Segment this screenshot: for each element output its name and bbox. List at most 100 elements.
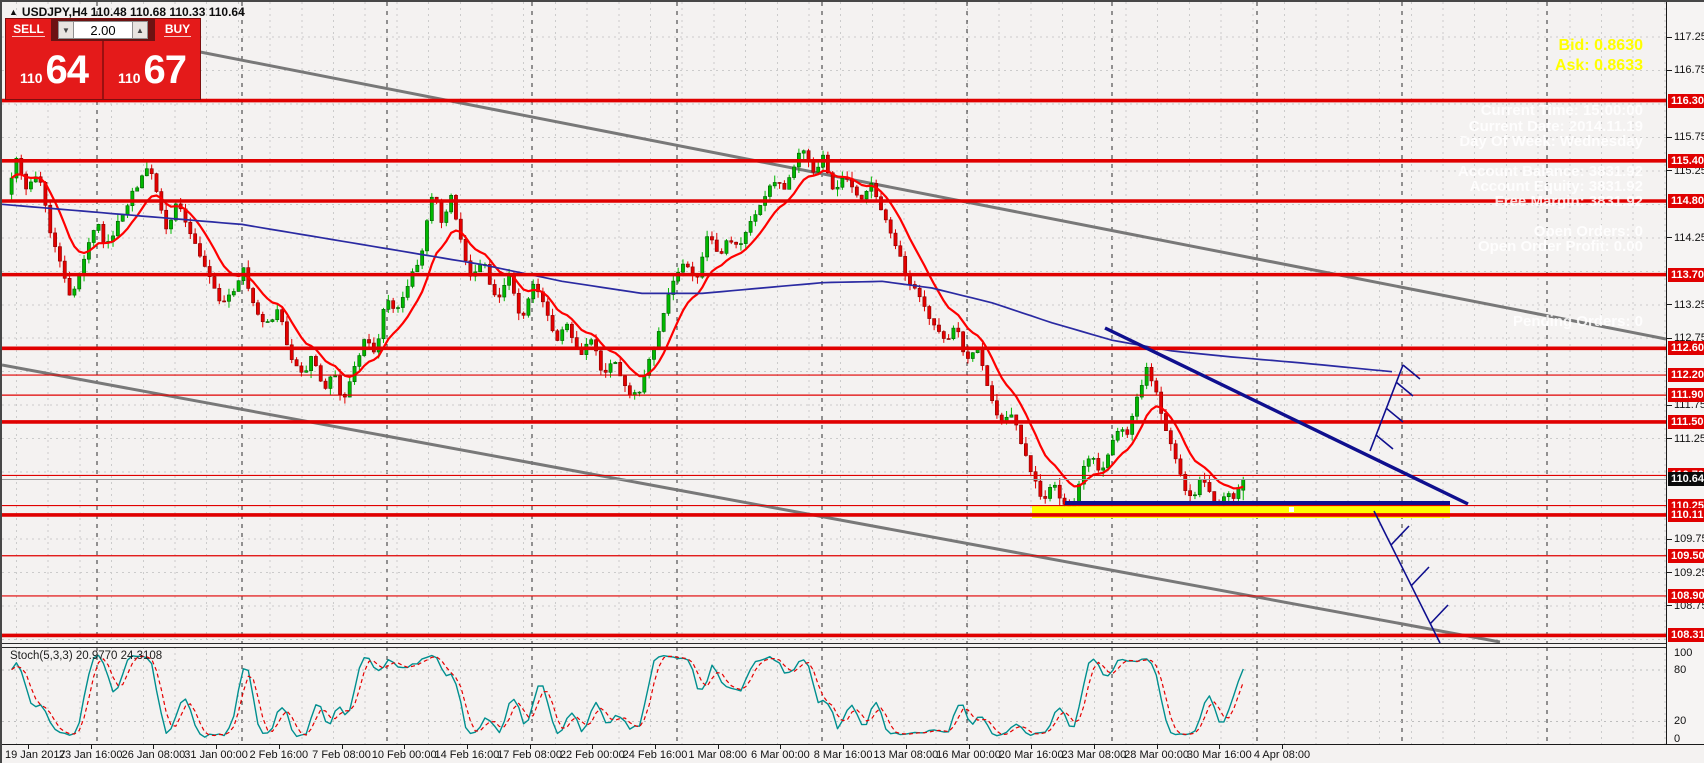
time-axis-label: 10 Feb 00:00 xyxy=(371,749,437,761)
current-price-badge: 110.64 xyxy=(1668,472,1704,487)
time-axis-label: 20 Mar 16:00 xyxy=(998,749,1064,761)
volume-input[interactable] xyxy=(74,21,132,39)
axis-tick xyxy=(1667,605,1672,607)
account-info-line: Account Equity: 3831.92 xyxy=(1469,178,1643,195)
grid-layer xyxy=(2,2,1666,643)
axis-tick xyxy=(1667,337,1672,339)
buy-quote[interactable]: 110 67 xyxy=(104,41,200,99)
time-axis-label: 28 Mar 00:00 xyxy=(1124,749,1190,761)
gray-trendlines xyxy=(2,48,1666,643)
time-axis-label: 13 Mar 08:00 xyxy=(873,749,939,761)
stochastic-label: Stoch(5,3,3) 20.9770 24.3108 xyxy=(10,650,163,662)
time-axis-tick xyxy=(529,745,531,749)
time-axis-tick xyxy=(1156,745,1158,749)
horizontal-levels xyxy=(2,98,1666,638)
axis-tick xyxy=(1667,572,1672,574)
chart-title: ▲ USDJPY,H4 110.48 110.68 110.33 110.64 xyxy=(9,5,245,19)
price-axis-label: 108.75 xyxy=(1674,599,1704,612)
price-axis-label: 112.75 xyxy=(1674,332,1704,345)
price-level-badge: 113.70 xyxy=(1668,267,1704,282)
account-info-line: Open Order Profit: 0.00 xyxy=(1477,238,1643,255)
price-level-badge: 112.20 xyxy=(1668,368,1704,383)
volume-increase-button[interactable]: ▲ xyxy=(132,21,148,39)
panel-separator-lower xyxy=(2,647,1666,648)
account-info-line: Current Time: 15:00:00 xyxy=(1480,102,1643,119)
account-info-line: Day Of Week: Wednesday xyxy=(1459,133,1643,150)
stochastic-indicator-canvas[interactable] xyxy=(2,647,1666,744)
buy-button[interactable]: BUY xyxy=(155,19,200,41)
time-axis-tick xyxy=(592,745,594,749)
time-axis-label: 31 Jan 00:00 xyxy=(184,749,248,761)
axis-tick xyxy=(1667,170,1672,172)
price-axis-label: 117.25 xyxy=(1674,31,1704,43)
price-level-badge: 112.60 xyxy=(1668,341,1704,356)
trade-panel-toolbar: SELL ▼ ▲ BUY xyxy=(6,19,200,41)
main-chart-canvas[interactable] xyxy=(2,2,1666,643)
time-axis-label: 16 Mar 00:00 xyxy=(936,749,1001,761)
axis-tick xyxy=(1667,36,1672,38)
time-axis-tick xyxy=(341,745,343,749)
price-axis-label: 111.75 xyxy=(1674,399,1704,412)
time-axis-label: 17 Feb 08:00 xyxy=(497,749,563,761)
sell-quote-figure: 110 xyxy=(19,70,43,86)
axis-tick xyxy=(1667,136,1672,138)
buy-button-label: BUY xyxy=(163,22,192,37)
time-axis-tick xyxy=(278,745,280,749)
price-axis-label: 109.25 xyxy=(1674,566,1704,579)
axis-tick xyxy=(1667,237,1672,239)
time-axis-label: 4 Apr 08:00 xyxy=(1253,749,1311,761)
moving-averages xyxy=(2,169,1393,490)
time-axis-label: 26 Jan 08:00 xyxy=(121,749,186,761)
sell-button-label: SELL xyxy=(12,22,45,37)
axis-tick xyxy=(1667,404,1672,406)
price-level-badge: 108.90 xyxy=(1668,588,1704,603)
time-axis-tick xyxy=(153,745,155,749)
time-axis[interactable]: 19 Jan 2017 23 Jan 16:00 26 Jan 08:00 31 Ja… xyxy=(2,744,1704,763)
stoch-axis-label: 20 xyxy=(1674,715,1687,728)
bid-value: Bid: 0.8630 xyxy=(1558,37,1643,54)
time-axis-tick xyxy=(1093,745,1095,749)
time-axis-tick xyxy=(28,745,29,749)
support-zone xyxy=(1032,501,1450,518)
price-axis-label: 116.75 xyxy=(1674,64,1704,77)
account-info-line: Account Balance: 3831.92 xyxy=(1457,163,1643,180)
time-axis-tick xyxy=(404,745,406,749)
time-axis-label: 24 Feb 16:00 xyxy=(622,749,688,761)
price-level-badge: 109.50 xyxy=(1668,548,1704,563)
sell-button[interactable]: SELL xyxy=(6,19,51,41)
time-axis-tick xyxy=(905,745,907,749)
axis-tick xyxy=(1667,304,1672,306)
trade-panel-quotes: 110 64 110 67 xyxy=(6,41,200,99)
time-axis-tick xyxy=(717,745,719,749)
time-axis-label: 23 Jan 16:00 xyxy=(58,749,123,761)
bid-ask-overlay: Bid: 0.8630 Ask: 0.8633 xyxy=(1555,36,1643,76)
candles-layer xyxy=(9,148,1246,511)
one-click-trading-panel: SELL ▼ ▲ BUY 110 64 110 67 xyxy=(6,19,200,99)
time-axis-label: 6 Mar 00:00 xyxy=(751,749,810,761)
time-axis-label: 22 Feb 00:00 xyxy=(559,749,625,761)
price-axis-label: 115.75 xyxy=(1674,131,1704,144)
time-axis-label: 7 Feb 08:00 xyxy=(312,749,371,761)
price-level-badge: 111.90 xyxy=(1668,388,1704,403)
price-level-badge: 108.31 xyxy=(1668,628,1704,643)
time-axis-tick xyxy=(655,745,656,749)
volume-decrease-button[interactable]: ▼ xyxy=(58,21,74,39)
price-axis[interactable]: 117.25 116.75 115.75 115.25 114.25 113.25 112.… xyxy=(1666,2,1704,745)
account-info-line: Pending Orders: 0 xyxy=(1512,313,1643,330)
chart-title-text: USDJPY,H4 110.48 110.68 110.33 110.64 xyxy=(21,5,245,19)
panel-separator[interactable] xyxy=(2,643,1666,644)
buy-quote-pips: 67 xyxy=(143,48,187,92)
axis-tick xyxy=(1667,438,1672,440)
stoch-lines xyxy=(11,654,1244,738)
sell-quote[interactable]: 110 64 xyxy=(6,41,102,99)
stoch-grid xyxy=(2,647,1666,744)
price-axis-label: 109.75 xyxy=(1674,533,1704,546)
price-level-badge: 110.11 xyxy=(1668,507,1704,522)
price-level-badge: 115.40 xyxy=(1668,153,1704,168)
time-axis-label: 14 Feb 16:00 xyxy=(434,749,500,761)
price-level-badge: 114.80 xyxy=(1668,194,1704,208)
time-axis-tick xyxy=(90,745,92,749)
price-axis-label: 113.25 xyxy=(1674,298,1704,311)
price-level-badge: 111.50 xyxy=(1668,414,1704,429)
